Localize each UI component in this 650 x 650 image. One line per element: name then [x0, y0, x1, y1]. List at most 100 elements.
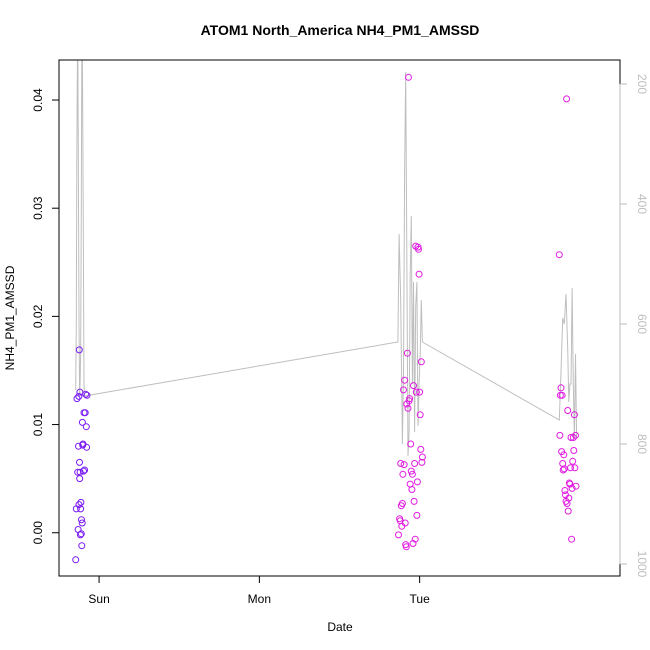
- x-tick-label: Sun: [88, 592, 109, 606]
- data-point: [397, 460, 405, 467]
- data-point: [566, 480, 574, 488]
- data-point: [81, 466, 89, 474]
- data-point: [417, 358, 425, 366]
- data-point: [82, 423, 90, 431]
- data-point: [415, 270, 423, 278]
- data-point: [76, 458, 83, 466]
- data-point: [572, 482, 580, 490]
- data-point: [75, 346, 83, 354]
- data-point: [407, 440, 415, 448]
- plot-frame: [58, 59, 621, 577]
- data-point: [567, 434, 575, 441]
- data-point: [78, 516, 85, 524]
- data-point: [572, 431, 579, 439]
- line-segment: [75, 59, 578, 457]
- data-point: [410, 382, 417, 390]
- data-point: [401, 519, 409, 527]
- point-series: [72, 73, 580, 564]
- x-tick-label: Tue: [410, 592, 431, 606]
- data-point: [408, 486, 416, 493]
- data-point: [75, 392, 83, 400]
- data-point: [403, 349, 411, 357]
- data-point: [399, 470, 407, 478]
- data-point: [83, 391, 91, 399]
- data-point: [83, 443, 91, 451]
- data-point: [402, 543, 410, 551]
- data-point: [78, 418, 86, 426]
- data-point: [568, 535, 576, 543]
- y-tick-label: 0.03: [31, 196, 45, 220]
- data-point: [400, 461, 408, 469]
- data-point: [76, 388, 84, 396]
- data-point: [413, 511, 421, 519]
- y-tick-label: 0.02: [31, 304, 45, 328]
- data-point: [417, 445, 425, 453]
- data-point: [405, 73, 412, 81]
- data-point: [418, 453, 426, 461]
- data-point: [561, 487, 569, 494]
- data-point: [77, 505, 85, 513]
- data-point: [411, 535, 419, 543]
- y2-tick-label: 200: [635, 74, 649, 94]
- data-point: [569, 434, 577, 441]
- data-point: [80, 467, 87, 475]
- data-point: [411, 460, 419, 467]
- data-point: [78, 542, 86, 550]
- y2-tick-label: 600: [635, 314, 649, 334]
- y-axis-label: NH4_PM1_AMSSD: [3, 265, 17, 370]
- y-tick-label: 0.01: [31, 413, 45, 437]
- data-point: [418, 458, 426, 466]
- x-axis-label: Date: [327, 620, 353, 634]
- data-point: [409, 540, 417, 547]
- data-point: [398, 500, 406, 507]
- data-point: [413, 478, 421, 486]
- data-point: [410, 497, 418, 505]
- y2-tick-label: 800: [635, 434, 649, 454]
- y-tick-label: 0.04: [31, 88, 45, 112]
- data-point: [407, 467, 415, 475]
- data-point: [560, 451, 568, 459]
- data-point: [82, 390, 90, 398]
- data-point: [558, 391, 566, 399]
- line-series: [75, 59, 578, 457]
- data-point: [571, 464, 579, 472]
- data-point: [564, 407, 572, 414]
- data-point: [408, 470, 416, 478]
- y-tick-label: 0.00: [31, 521, 45, 545]
- x-tick-label: Mon: [248, 592, 271, 606]
- data-point: [401, 376, 409, 384]
- data-point: [569, 457, 577, 465]
- data-point: [400, 386, 407, 394]
- data-point: [567, 464, 574, 472]
- data-point: [555, 251, 563, 259]
- data-point: [570, 411, 578, 419]
- chart-title: ATOM1 North_America NH4_PM1_AMSSD: [201, 22, 480, 38]
- data-point: [76, 531, 84, 539]
- y-axis: 0.00 0.01 0.02 0.03 0.04: [31, 88, 60, 545]
- y2-tick-label: 400: [635, 194, 649, 214]
- data-point: [556, 431, 564, 439]
- data-point: [81, 409, 89, 417]
- data-point: [406, 395, 414, 403]
- data-point: [75, 501, 83, 509]
- data-point: [557, 384, 565, 392]
- y2-tick-label: 1000: [635, 551, 649, 578]
- data-point: [76, 475, 84, 483]
- data-point: [77, 498, 85, 506]
- data-point: [570, 447, 578, 454]
- data-point: [563, 95, 571, 103]
- data-point: [395, 531, 402, 539]
- data-point: [565, 494, 573, 502]
- data-point: [416, 411, 424, 419]
- data-point: [415, 245, 422, 253]
- data-point: [77, 530, 85, 538]
- data-point: [78, 519, 86, 527]
- data-point: [73, 395, 81, 403]
- data-point: [72, 556, 80, 564]
- data-point: [568, 484, 576, 492]
- data-point: [564, 507, 572, 515]
- y2-axis: 200 400 600 800 1000: [619, 74, 649, 578]
- data-point: [412, 388, 420, 396]
- x-axis: Sun Mon Tue: [88, 575, 431, 606]
